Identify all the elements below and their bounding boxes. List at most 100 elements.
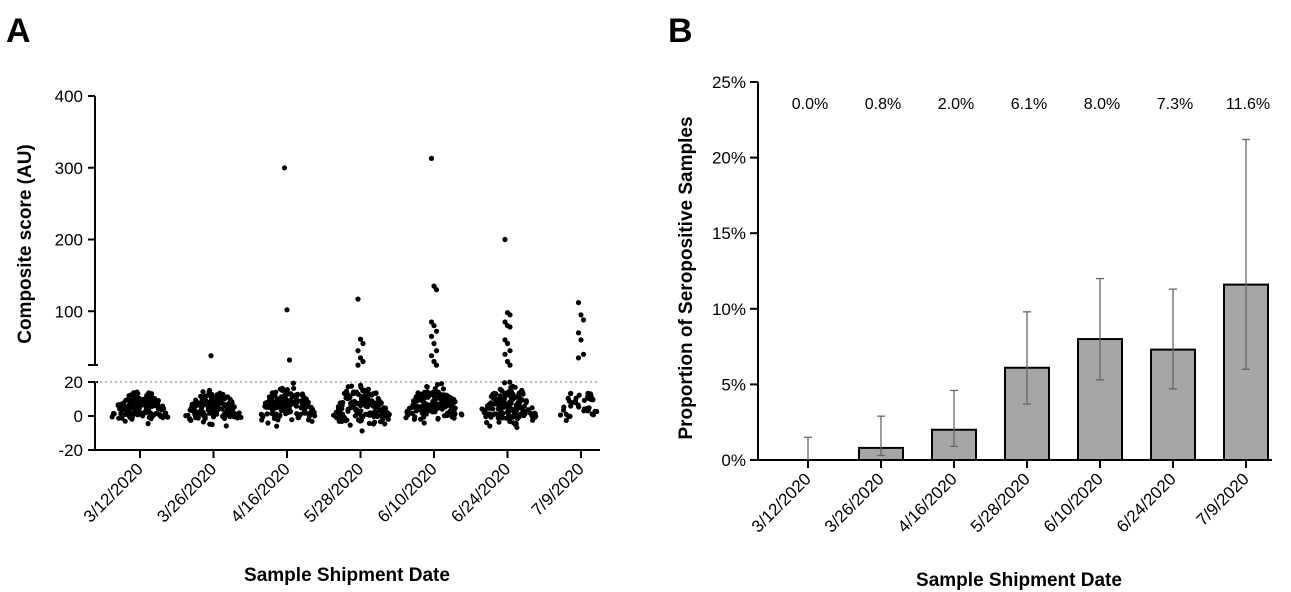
panel-a-point (208, 353, 214, 359)
panel-b-y-tick-label: 15% (712, 224, 746, 243)
panel-a-point (163, 410, 169, 416)
panel-a-point (294, 399, 300, 405)
panel-a-point (227, 400, 233, 406)
panel-a-point (580, 317, 587, 323)
panel-a-point (568, 390, 574, 396)
panel-b-value-label: 7.3% (1157, 96, 1193, 113)
panel-a-x-tick-label: 6/24/2020 (447, 459, 514, 526)
panel-a-point (497, 401, 503, 407)
panel-a-point (592, 408, 598, 414)
panel-a-point (481, 410, 487, 416)
panel-a-point (420, 393, 426, 399)
panel-a-point (359, 399, 365, 405)
panel-a-point (508, 384, 514, 391)
panel-a-point (437, 396, 443, 402)
panel-b-y-tick-label: 5% (721, 375, 746, 394)
panel-a-point (265, 420, 271, 426)
panel-a-point (497, 386, 503, 392)
panel-a-point (349, 399, 355, 405)
panel-a-point (355, 362, 361, 368)
panel-b-x-tick-label: 5/28/2020 (967, 469, 1034, 536)
panel-a-point (436, 403, 442, 409)
panel-a-point (406, 405, 412, 411)
panel-a-point (152, 396, 158, 402)
panel-a-point (413, 408, 419, 414)
panel-a-point (525, 407, 531, 413)
panel-a-y-tick-label: 0 (74, 407, 83, 426)
panel-a-point (520, 391, 526, 397)
panel-a-point (487, 423, 493, 429)
panel-a-point (507, 312, 513, 318)
panel-a-point (207, 405, 213, 411)
panel-a-point (214, 403, 220, 409)
panel-b-x-tick-label: 6/10/2020 (1040, 469, 1107, 536)
panel-a-point (479, 406, 485, 412)
panel-a-point (557, 412, 564, 418)
panel-a-point (581, 397, 588, 403)
panel-a-point (358, 408, 364, 414)
panel-a-point (364, 389, 371, 395)
panel-a-point (129, 399, 135, 405)
panel-a-point (350, 389, 357, 395)
panel-a-point (359, 428, 365, 434)
panel-a-x-tick-label: 6/10/2020 (374, 459, 441, 526)
panel-a-point (129, 416, 135, 422)
panel-a-point (109, 414, 115, 420)
panel-a-point (431, 340, 437, 347)
panel-a-point (357, 336, 364, 342)
panel-a-point (377, 419, 384, 425)
panel-a-point (348, 383, 355, 389)
panel-a-point (370, 421, 377, 427)
panel-a-point (139, 410, 145, 416)
panel-a-point (149, 391, 155, 397)
panel-a-point (378, 400, 384, 406)
panel-a-point (415, 390, 421, 396)
panel-a-point (223, 423, 229, 429)
panel-a-point (301, 399, 307, 405)
panel-b-value-label: 11.6% (1226, 96, 1270, 113)
panel-a-point (428, 155, 435, 161)
panel-a-point (488, 394, 494, 400)
panel-a-x-tick-label: 7/9/2020 (528, 459, 588, 519)
panel-a-point (426, 393, 432, 399)
panel-a-point (504, 340, 511, 347)
panel-a-point (291, 385, 297, 391)
panel-a-point (495, 406, 501, 412)
panel-a-point (433, 287, 440, 293)
panel-a-point (127, 403, 133, 409)
panel-b-value-label: 0.8% (865, 96, 901, 113)
panel-a-point (411, 416, 417, 422)
panel-b-y-axis-title: Proportion of Seropositive Samples (676, 116, 697, 439)
panel-a-point (148, 416, 154, 422)
panel-a-point (428, 404, 434, 410)
panel-a-point (345, 406, 351, 412)
panel-a-point (200, 409, 206, 415)
panel-a-point (290, 380, 296, 386)
panel-a-y-axis-title: Composite score (AU) (15, 144, 36, 344)
panel-a-point (153, 410, 159, 417)
panel-a-y-tick-label: 300 (55, 159, 83, 178)
panel-b-x-axis-title: Sample Shipment Date (916, 570, 1122, 591)
panel-a-point (304, 399, 311, 405)
panel-b-x-tick-label: 4/16/2020 (894, 469, 961, 536)
panel-a-point (353, 412, 359, 418)
panel-a-point (187, 416, 193, 422)
panel-a-point (220, 413, 226, 419)
panel-a-point (503, 415, 509, 421)
panel-a-point (345, 391, 351, 398)
panel-a-point (282, 404, 288, 410)
panel-b-value-label: 6.1% (1011, 96, 1047, 113)
panel-a-point (372, 408, 378, 414)
panel-a-x-tick-label: 3/12/2020 (80, 459, 147, 526)
panel-a-x-axis-title: Sample Shipment Date (244, 565, 450, 586)
panel-a-point (384, 410, 390, 416)
panel-a-point (145, 397, 151, 403)
panel-a-point (202, 414, 208, 420)
panel-a-x-tick-label: 3/26/2020 (153, 459, 220, 526)
panel-a-point (231, 414, 237, 420)
panel-a-point (507, 324, 513, 330)
panel-a-point (187, 407, 193, 413)
panel-a-letter: A (6, 12, 31, 50)
panel-a-point (439, 381, 445, 387)
